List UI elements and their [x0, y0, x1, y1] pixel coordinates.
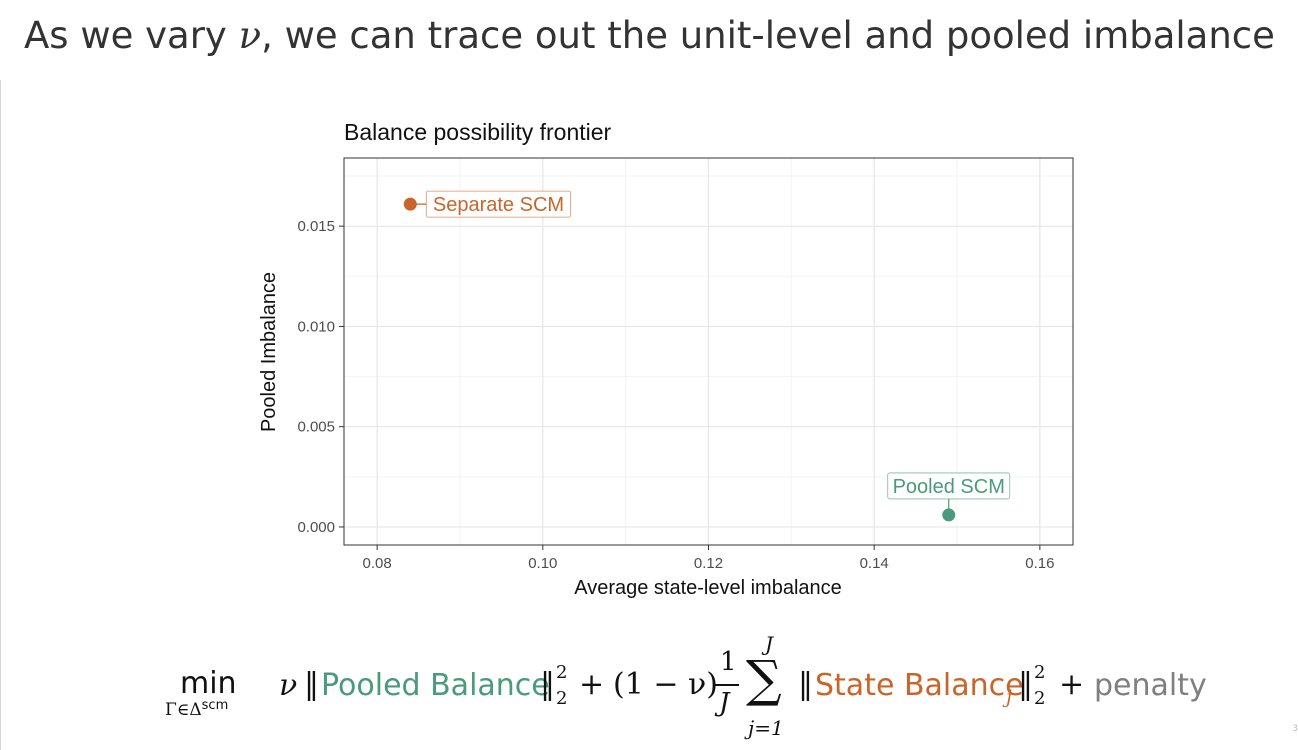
formula-norm-close-1: ‖: [540, 667, 555, 702]
formula-norm-open-2: ‖: [798, 667, 813, 702]
x-axis-label: Average state-level imbalance: [574, 577, 842, 599]
x-tick-label: 0.12: [694, 555, 723, 572]
formula-frac-denominator: J: [719, 688, 730, 718]
data-point: [403, 197, 417, 211]
point-label-box: [887, 472, 1011, 500]
y-axis-label: Pooled Imbalance: [258, 272, 280, 432]
point-label-box: [425, 190, 572, 218]
x-tick-label: 0.14: [860, 555, 889, 572]
formula-sum-lower: j=1: [748, 716, 784, 740]
formula-pooled-balance: Pooled Balance: [321, 668, 550, 703]
slide-title-prefix: As we vary: [24, 14, 239, 57]
slide-title: As we vary ν, we can trace out the unit-…: [24, 14, 1275, 57]
formula-plus-1: +: [579, 667, 605, 702]
x-tick-label: 0.08: [363, 555, 392, 572]
formula-state-index: j: [1006, 686, 1012, 708]
formula-min-subscript-sup: scm: [201, 698, 229, 713]
formula-nu: ν: [279, 668, 298, 703]
chart-title: Balance possibility frontier: [344, 119, 612, 145]
formula-frac-numerator: 1: [720, 647, 737, 677]
formula-norm-sup-2: 2: [1034, 662, 1046, 683]
x-tick-label: 0.10: [528, 555, 557, 572]
formula-norm-sub-1: 2: [556, 688, 568, 709]
formula-sum-sign: ∑: [746, 650, 782, 708]
y-tick-label: 0.010: [297, 318, 335, 335]
formula-min-subscript: Γ∈Δscm: [165, 698, 228, 720]
formula-norm-sub-2: 2: [1034, 688, 1046, 709]
balance-chart: Balance possibility frontier 0.08 0.10 0.1…: [258, 119, 1074, 599]
page-number: 3: [1292, 724, 1298, 734]
points-layer: Separate SCM Pooled SCM: [403, 190, 1011, 522]
slide-title-suffix: , we can trace out the unit-level and po…: [261, 14, 1275, 57]
y-tick-label: 0.000: [297, 519, 335, 536]
formula-min-subscript-set: Γ∈Δ: [165, 700, 202, 720]
formula-one-minus-nu: (1 − ν): [613, 667, 718, 702]
point-label: Pooled SCM: [893, 476, 1005, 498]
formula-state-balance: State Balance: [815, 668, 1024, 703]
left-rule: [0, 80, 1, 750]
formula-norm-sup-1: 2: [556, 662, 568, 683]
objective-formula: min Γ∈Δscm ν ‖ Pooled Balance ‖ 2 2 + (1…: [163, 632, 1223, 744]
formula-penalty: penalty: [1094, 668, 1207, 703]
slide-title-nu-symbol: ν: [238, 14, 262, 57]
formula-min: min: [180, 666, 237, 701]
formula-sum-upper: J: [765, 632, 774, 656]
axes-layer: 0.08 0.10 0.12 0.14 0.16 0.000 0.005 0.010 0.015: [297, 218, 1054, 572]
y-tick-label: 0.015: [297, 218, 335, 235]
y-tick-label: 0.005: [297, 419, 335, 436]
formula-plus-2: +: [1059, 667, 1085, 702]
formula-frac-bar: [715, 684, 739, 686]
point-label: Separate SCM: [433, 194, 564, 216]
formula-norm-close-2: ‖: [1018, 667, 1033, 702]
data-point: [942, 508, 956, 522]
formula-norm-open-1: ‖: [304, 667, 319, 702]
x-tick-label: 0.16: [1025, 555, 1054, 572]
